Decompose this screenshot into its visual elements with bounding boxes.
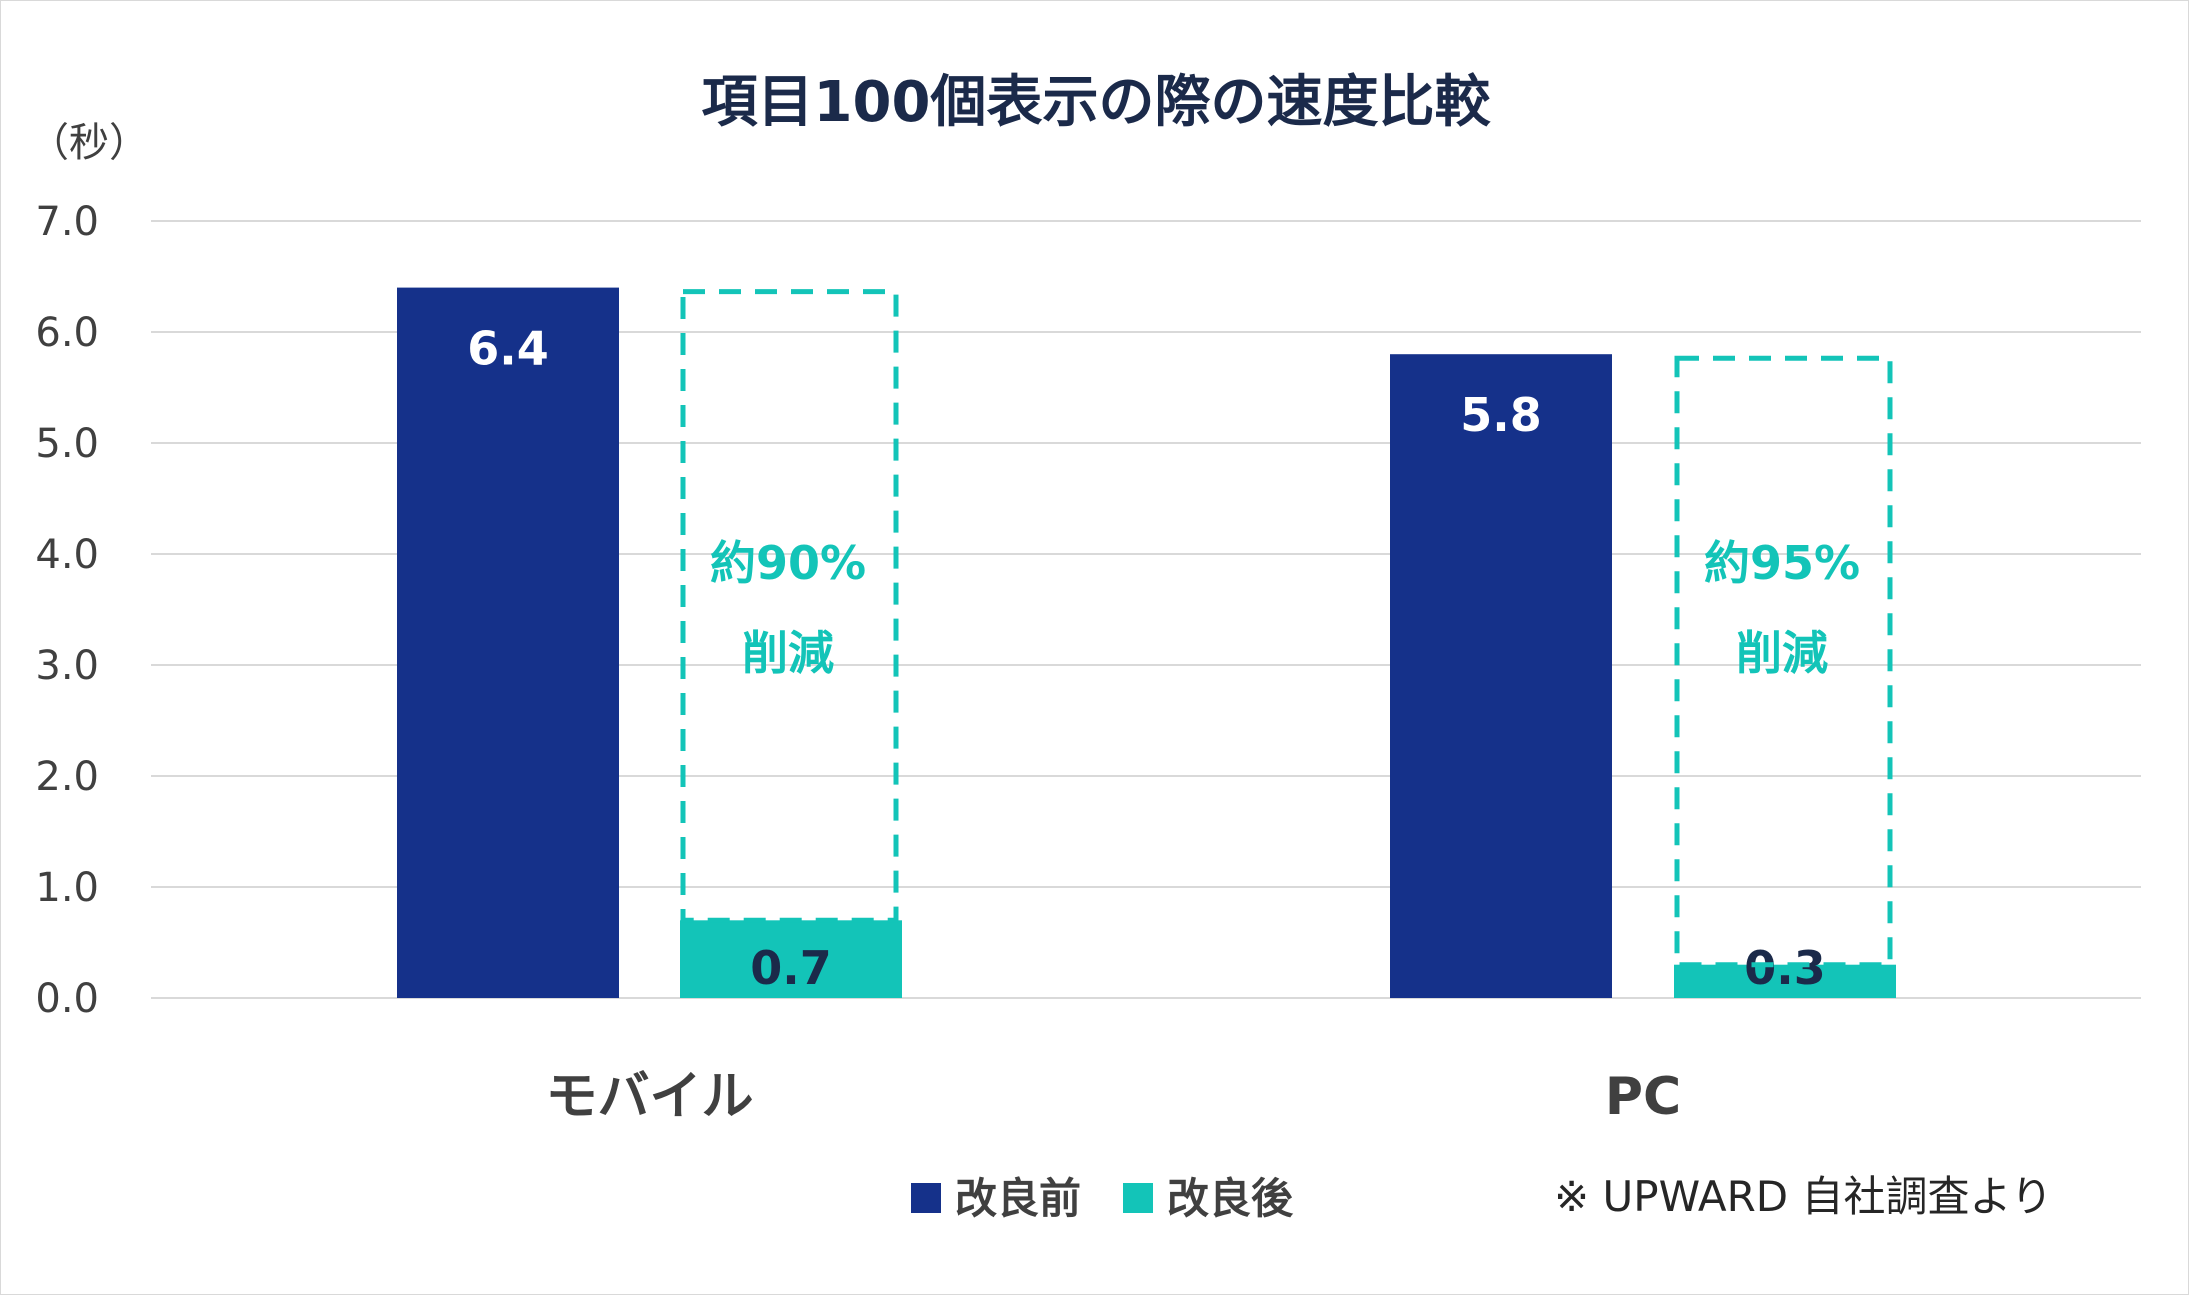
- bars: 6.4 0.7 5.8 0.3: [397, 287, 1896, 999]
- y-tick-label: 3.0: [35, 643, 99, 689]
- y-tick-label: 6.0: [35, 310, 99, 356]
- reduction-outline: [680, 289, 899, 923]
- chart-title: 項目100個表示の際の速度比較: [702, 70, 1492, 135]
- y-axis-ticks: 0.0 1.0 2.0 3.0 4.0 5.0 6.0 7.0: [35, 199, 99, 1022]
- source-note: ※ UPWARD 自社調査より: [1554, 1172, 2053, 1221]
- y-tick-label: 4.0: [35, 532, 99, 578]
- reduction-annotation-percent: 約90%: [710, 536, 866, 590]
- legend-label-after: 改良後: [1167, 1174, 1294, 1223]
- annotations: 約90% 削減 約95% 削減: [680, 289, 1893, 968]
- legend-label-before: 改良前: [955, 1174, 1081, 1223]
- reduction-annotation-text: 削減: [1736, 626, 1828, 680]
- x-axis-categories: モバイル PC: [545, 1067, 1681, 1127]
- data-label-after: 0.7: [750, 941, 832, 995]
- y-unit-label: （秒）: [29, 120, 149, 166]
- data-label-after: 0.3: [1744, 941, 1826, 995]
- data-label-before: 6.4: [467, 322, 549, 376]
- bar-after: [680, 920, 902, 998]
- data-label-before: 5.8: [1460, 388, 1542, 442]
- y-tick-label: 5.0: [35, 421, 99, 467]
- x-category-label: PC: [1605, 1067, 1681, 1127]
- reduction-annotation-text: 削減: [742, 626, 834, 680]
- legend-swatch-after: [1123, 1183, 1153, 1213]
- y-tick-label: 2.0: [35, 754, 99, 800]
- bar-after: [1674, 964, 1896, 998]
- legend-swatch-before: [911, 1183, 941, 1213]
- legend: 改良前 改良後: [911, 1174, 1294, 1223]
- x-category-label: モバイル: [545, 1067, 753, 1127]
- bar-before: [397, 287, 619, 999]
- reduction-outline: [1674, 355, 1893, 968]
- bar-before: [1390, 354, 1612, 998]
- y-tick-label: 7.0: [35, 199, 99, 245]
- y-tick-label: 1.0: [35, 865, 99, 911]
- reduction-annotation-percent: 約95%: [1704, 536, 1860, 590]
- y-tick-label: 0.0: [35, 976, 99, 1022]
